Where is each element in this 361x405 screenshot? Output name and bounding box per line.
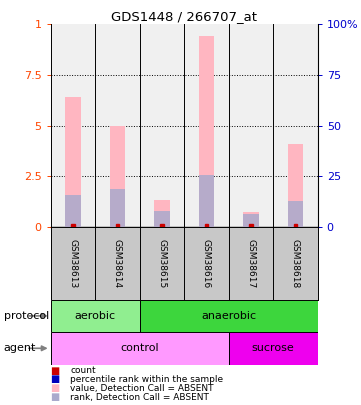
Bar — [109, 190, 125, 227]
Bar — [160, 224, 164, 227]
Bar — [243, 214, 259, 227]
Bar — [51, 332, 229, 364]
Bar — [109, 126, 125, 227]
Bar — [199, 175, 214, 227]
Bar — [199, 36, 214, 227]
Text: ■: ■ — [51, 384, 60, 393]
Bar — [229, 332, 318, 364]
Bar — [65, 196, 81, 227]
Bar — [116, 224, 119, 227]
Text: count: count — [70, 366, 96, 375]
Text: sucrose: sucrose — [252, 343, 295, 353]
Text: anaerobic: anaerobic — [201, 311, 256, 321]
Text: value, Detection Call = ABSENT: value, Detection Call = ABSENT — [70, 384, 214, 393]
Text: rank, Detection Call = ABSENT: rank, Detection Call = ABSENT — [70, 393, 209, 402]
Text: control: control — [120, 343, 159, 353]
Text: agent: agent — [4, 343, 36, 353]
Bar — [293, 224, 297, 227]
Bar — [51, 300, 140, 332]
Text: GSM38617: GSM38617 — [247, 239, 255, 288]
Text: GSM38615: GSM38615 — [157, 239, 166, 288]
Text: ■: ■ — [51, 366, 60, 375]
Text: GSM38618: GSM38618 — [291, 239, 300, 288]
Bar — [154, 211, 170, 227]
Bar — [288, 144, 303, 227]
Text: GSM38614: GSM38614 — [113, 239, 122, 288]
Bar — [249, 224, 253, 227]
Bar — [65, 97, 81, 227]
Text: protocol: protocol — [4, 311, 49, 321]
Bar — [243, 211, 259, 227]
Text: aerobic: aerobic — [74, 311, 116, 321]
Text: GSM38613: GSM38613 — [68, 239, 77, 288]
Text: percentile rank within the sample: percentile rank within the sample — [70, 375, 223, 384]
Bar — [205, 224, 208, 227]
Bar — [71, 224, 75, 227]
Text: GSM38616: GSM38616 — [202, 239, 211, 288]
Text: ■: ■ — [51, 375, 60, 384]
Bar — [140, 300, 318, 332]
Bar — [288, 202, 303, 227]
Text: ■: ■ — [51, 392, 60, 402]
Bar — [154, 200, 170, 227]
Title: GDS1448 / 266707_at: GDS1448 / 266707_at — [111, 10, 257, 23]
